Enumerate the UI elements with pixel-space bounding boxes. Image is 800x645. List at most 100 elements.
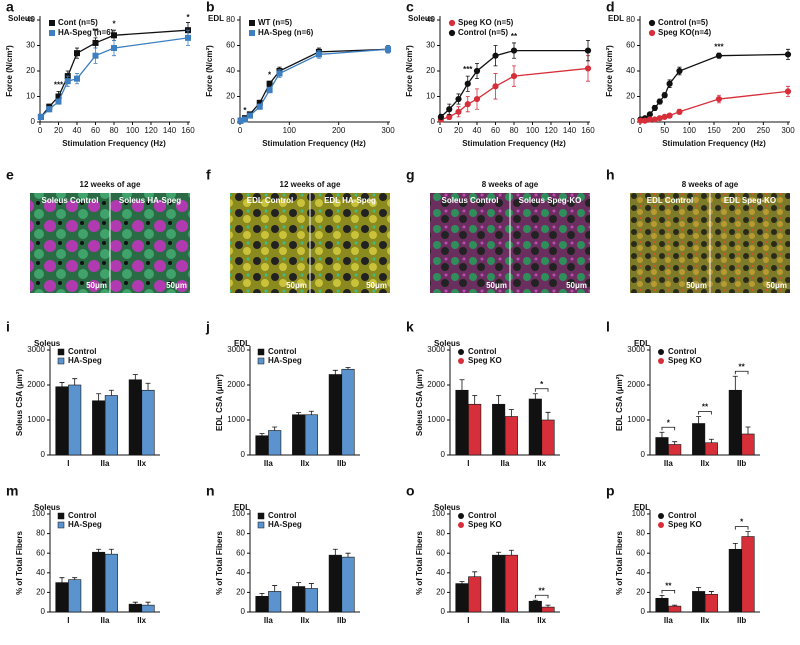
error-bar (508, 549, 514, 556)
bar (528, 398, 542, 456)
legend-marker (57, 348, 65, 356)
marker (510, 73, 518, 80)
bar (741, 433, 755, 456)
marker (446, 113, 453, 121)
bar (268, 430, 282, 456)
x-tick-label: 0 (38, 126, 43, 135)
bar (68, 579, 82, 613)
marker (92, 52, 99, 59)
panel-subtitle: EDL (234, 503, 250, 512)
y-tick-label: 1000 (427, 415, 445, 424)
x-tick-label: 60 (491, 126, 500, 135)
marker (111, 45, 117, 52)
legend-label: Speg KO (468, 520, 502, 529)
legend-marker (257, 357, 265, 365)
error-bar (59, 577, 65, 583)
marker (437, 113, 445, 121)
marker (276, 70, 283, 77)
y-tick-label: 1000 (627, 415, 645, 424)
marker (656, 98, 663, 105)
legend-label: Speg KO (n=5) (458, 18, 514, 27)
error-bar (259, 592, 265, 597)
annotation: * (740, 518, 744, 527)
x-tick-label: 120 (544, 126, 558, 135)
bar (692, 591, 706, 613)
marker (455, 95, 462, 103)
legend-label: WT (n=5) (258, 18, 292, 27)
annotation: ** (539, 586, 546, 595)
legend-marker (57, 357, 65, 365)
bar (455, 583, 469, 613)
error-bar (745, 426, 751, 434)
y-axis-label: Force (N/cm²) (5, 45, 14, 97)
legend-marker (648, 29, 656, 37)
error-bar (345, 367, 351, 370)
y-tick-label: 80 (236, 529, 245, 538)
bar (68, 384, 82, 456)
y-tick-label: 3000 (627, 345, 645, 354)
marker (185, 34, 191, 41)
series-line (240, 48, 389, 122)
legend-label: HA-Speg (268, 520, 302, 529)
y-tick-label: 60 (226, 41, 235, 50)
legend-label: Cont (n=5) (58, 18, 98, 27)
error-bar (296, 412, 302, 415)
scale-label: 50μm (766, 281, 787, 290)
x-tick-label: 0 (638, 126, 643, 135)
legend-label: HA-Speg (68, 520, 102, 529)
panel-letter: e (6, 167, 14, 183)
y-tick-label: 0 (641, 450, 646, 459)
legend-label: Control (668, 347, 696, 356)
legend-marker (458, 358, 464, 364)
y-tick-label: 0 (441, 607, 446, 616)
image-label: EDL Speg-KO (724, 196, 776, 205)
x-tick-label: 20 (454, 126, 463, 135)
x-tick-label: I (67, 459, 69, 468)
error-bar (308, 410, 314, 415)
error-bar (508, 409, 514, 417)
legend-label: HA-Speg (n=6) (258, 28, 314, 37)
significance-bracket (661, 589, 676, 594)
marker (256, 103, 263, 110)
error-bar (296, 582, 302, 587)
legend-label: Control (268, 347, 296, 356)
error-bar (459, 581, 465, 584)
bar (692, 423, 706, 456)
scale-label: 50μm (566, 281, 587, 290)
x-tick-label: I (467, 616, 469, 625)
error-bar (532, 599, 538, 602)
legend-marker (49, 30, 55, 36)
panel-subtitle: Soleus (34, 503, 61, 512)
marker (473, 67, 481, 75)
x-tick-label: IIx (137, 616, 146, 625)
y-tick-label: 20 (636, 588, 645, 597)
error-bar (145, 601, 151, 606)
legend-label: Speg KO (668, 356, 702, 365)
error-bar (708, 591, 714, 595)
bar (541, 419, 555, 456)
legend-marker (448, 19, 456, 27)
bar (55, 386, 69, 456)
y-axis-label: EDL CSA (μm²) (615, 374, 624, 431)
annotation: ** (702, 403, 709, 412)
y-tick-label: 0 (31, 117, 36, 126)
marker (55, 98, 62, 105)
y-tick-label: 40 (236, 568, 245, 577)
legend-marker (57, 512, 65, 520)
marker (492, 83, 499, 90)
x-tick-label: 100 (283, 126, 297, 135)
x-tick-label: IIb (337, 616, 346, 625)
error-bar (259, 433, 265, 436)
bar (528, 600, 542, 613)
marker (473, 95, 481, 103)
y-tick-label: 40 (426, 15, 435, 24)
y-tick-label: 80 (636, 529, 645, 538)
y-axis-label: Force (N/cm²) (205, 45, 214, 97)
annotation: * (243, 106, 247, 115)
panel-subtitle: EDL (234, 339, 250, 348)
bar (304, 414, 318, 456)
y-tick-label: 3000 (227, 345, 245, 354)
x-tick-label: 300 (781, 126, 795, 135)
bar (128, 379, 142, 456)
error-bar (272, 585, 278, 592)
